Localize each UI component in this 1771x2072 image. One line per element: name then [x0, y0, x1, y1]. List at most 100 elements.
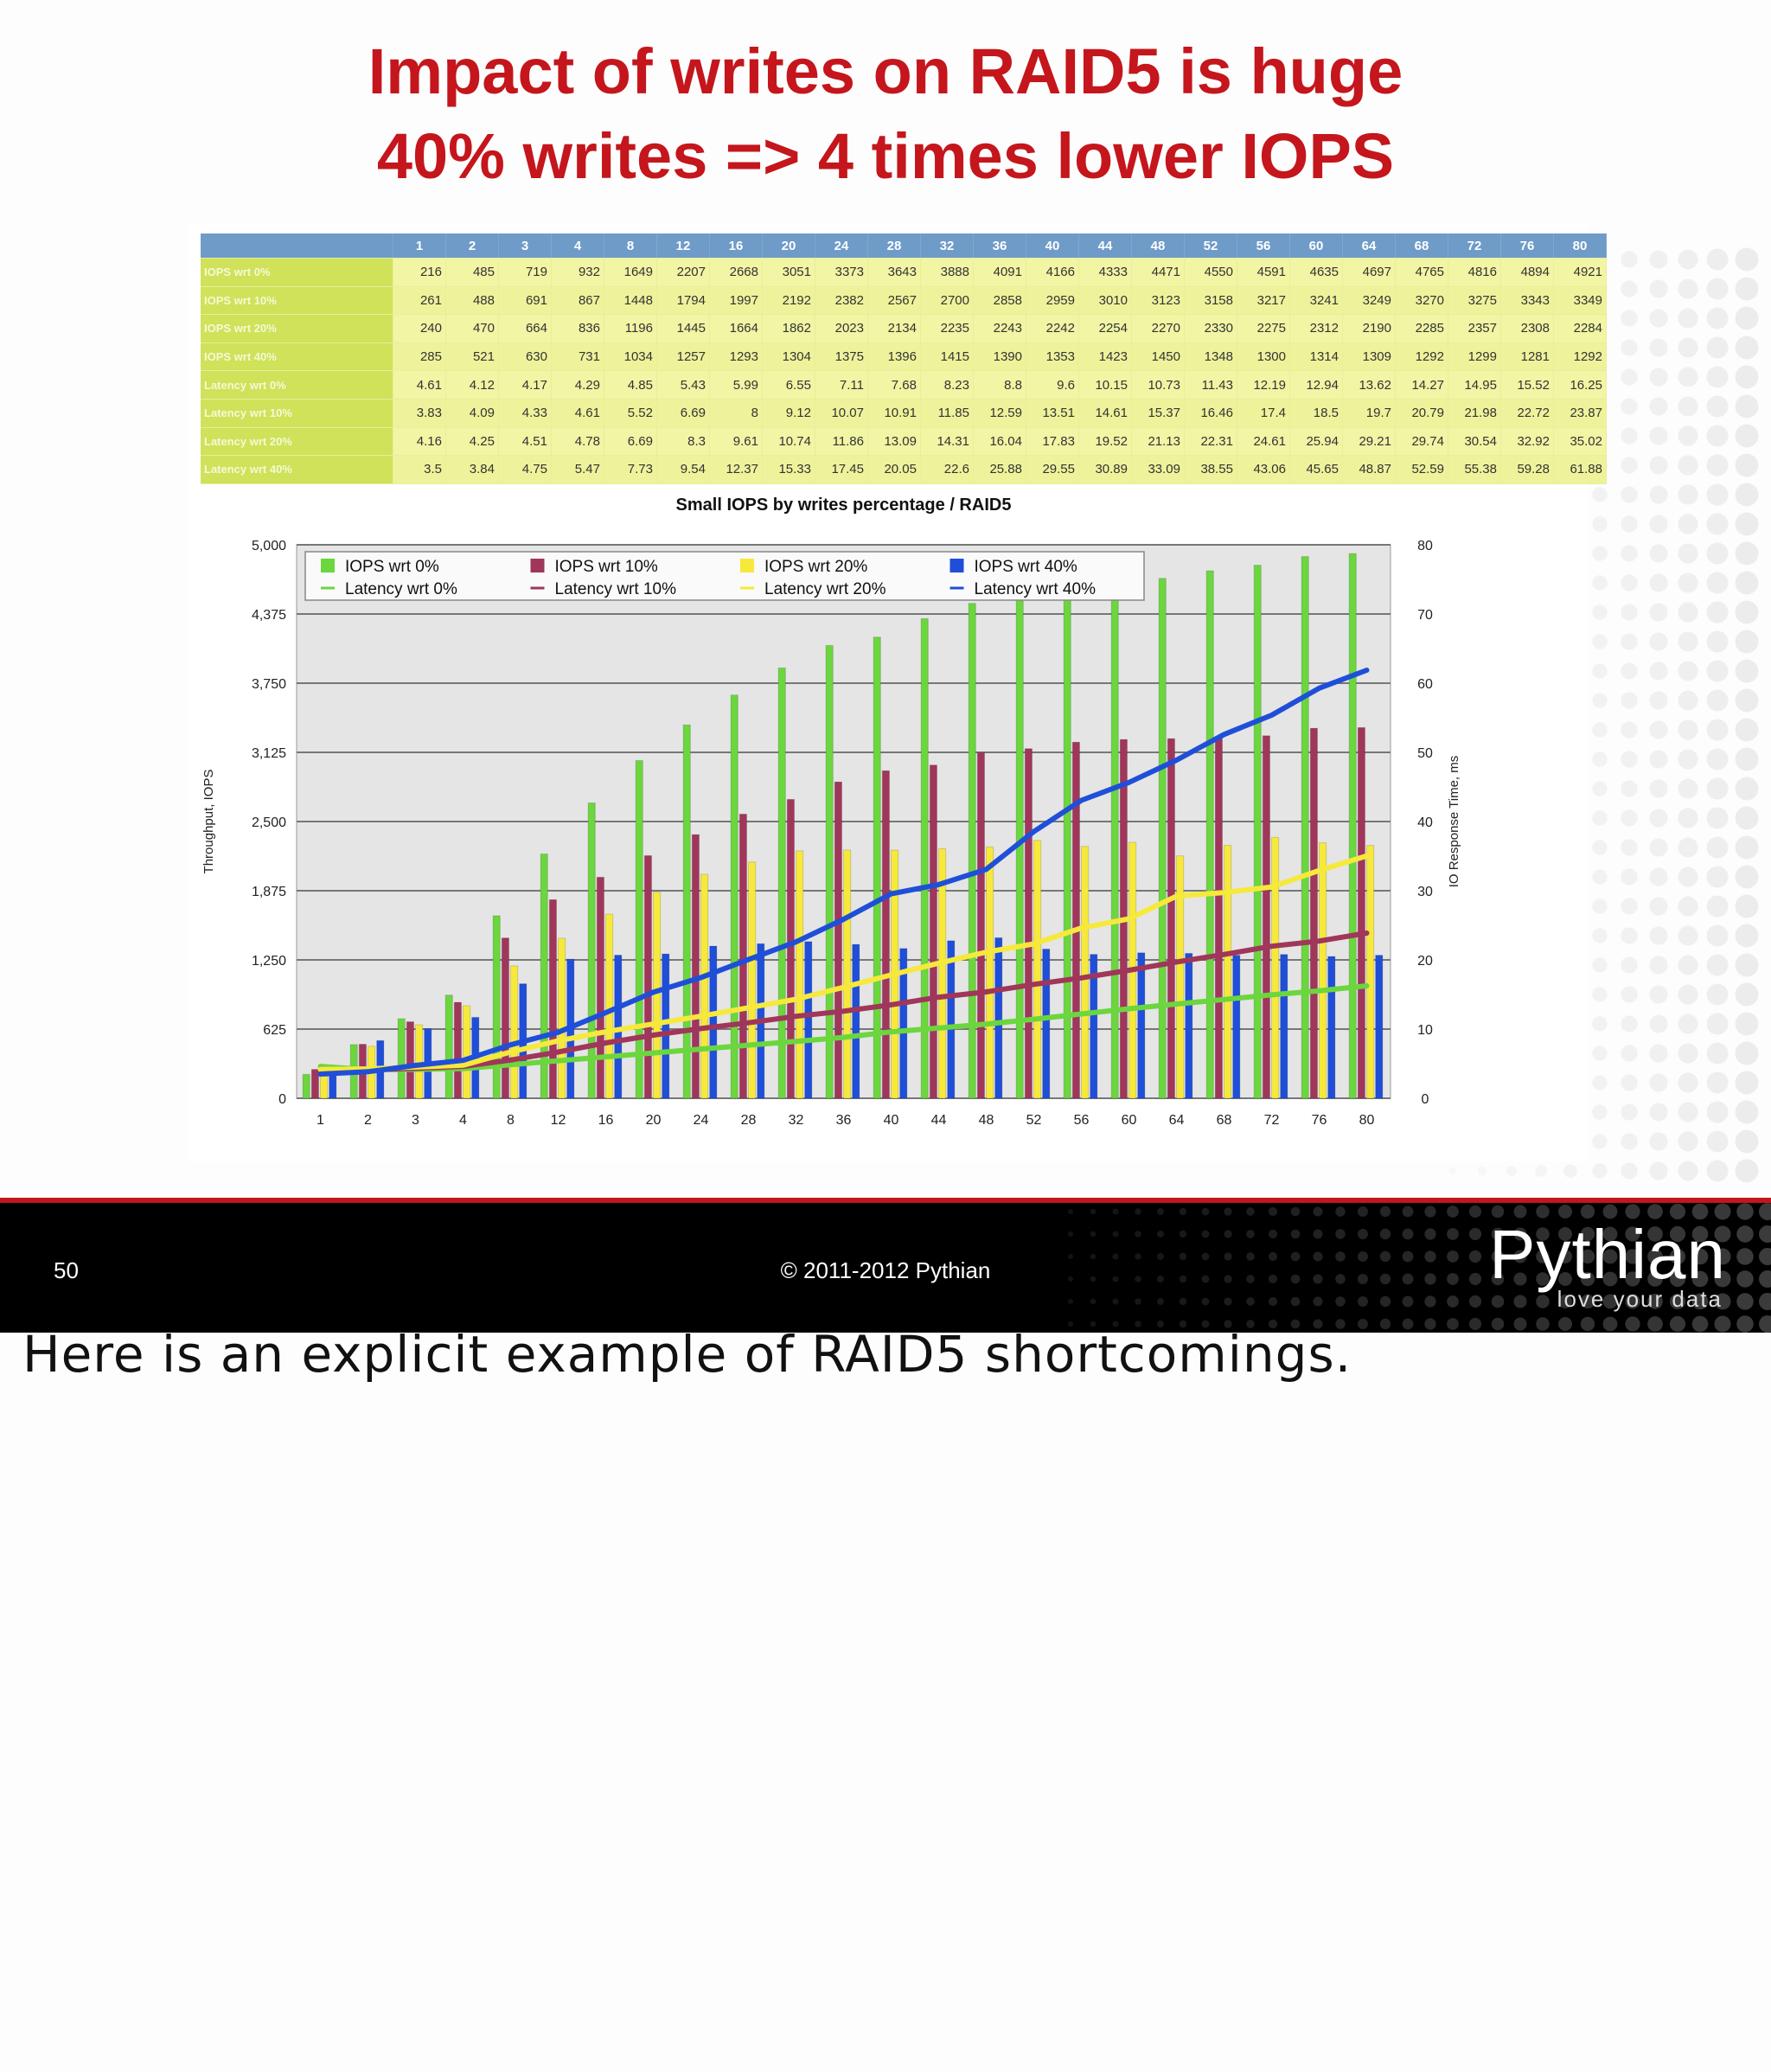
footer-dot [1246, 1297, 1255, 1306]
bar-iops-wrt-10- [406, 1021, 415, 1099]
table-cell: 13.09 [867, 427, 921, 457]
background-dot [1592, 516, 1608, 532]
table-cell: 25.94 [1289, 427, 1343, 457]
background-dot [1735, 306, 1759, 330]
table-cell: 2134 [867, 314, 921, 343]
footer-dot [1135, 1231, 1141, 1237]
y-tick-label: 0 [278, 1092, 286, 1107]
bar-iops-wrt-0- [682, 724, 691, 1099]
footer-dot [1580, 1204, 1595, 1219]
footer-dot [1625, 1271, 1640, 1287]
footer-dot [1424, 1318, 1436, 1330]
background-dot [1735, 277, 1759, 301]
background-dot [1649, 632, 1668, 651]
background-dot [1621, 515, 1638, 533]
footer-dot [1669, 1270, 1686, 1288]
footer-dot [1447, 1250, 1459, 1263]
background-dot [1621, 280, 1638, 297]
background-dot [1649, 544, 1668, 563]
background-dot [1678, 867, 1698, 887]
footer-dot [1536, 1317, 1550, 1331]
bar-iops-wrt-40- [1185, 952, 1193, 1099]
table-cell: 2382 [815, 286, 868, 316]
background-dot [1621, 368, 1638, 386]
table-cell: 719 [498, 258, 552, 287]
footer-dot [1669, 1315, 1686, 1333]
background-dot [1649, 279, 1668, 298]
table-cell: 11.43 [1184, 370, 1237, 400]
bar-iops-wrt-10- [929, 764, 938, 1099]
background-dot [1706, 395, 1729, 418]
background-dot [1649, 1014, 1668, 1033]
footer-dot [1268, 1229, 1278, 1239]
footer-dot [1201, 1207, 1210, 1216]
table-cell: 20.05 [867, 455, 921, 484]
footer-dot [1201, 1230, 1210, 1238]
background-dot [1649, 985, 1668, 1004]
background-dot [1621, 751, 1638, 768]
y2-tick-label: 40 [1417, 815, 1433, 830]
table-cell: 4697 [1342, 258, 1396, 287]
table-row: Latency wrt 0% 4.61 4.12 4.17 4.29 4.85 5.43 5.… [201, 370, 1607, 400]
y2-tick-label: 60 [1417, 677, 1433, 692]
y2-tick-label: 30 [1417, 885, 1433, 899]
footer-dot [1447, 1295, 1459, 1308]
background-dot [1621, 898, 1638, 915]
table-column-header: 68 [1395, 233, 1448, 259]
footer-dot [1736, 1203, 1754, 1220]
bar-iops-wrt-10- [834, 781, 843, 1099]
bar-iops-wrt-40- [662, 953, 670, 1099]
table-row-label: IOPS wrt 40% [201, 342, 393, 372]
bar-iops-wrt-40- [1375, 955, 1384, 1099]
background-dot [1678, 367, 1698, 387]
table-cell: 55.38 [1448, 455, 1501, 484]
table-cell: 10.91 [867, 399, 921, 428]
background-dot [1706, 1071, 1729, 1094]
background-dot [1678, 925, 1698, 946]
footer-dot [1647, 1226, 1663, 1242]
background-dot [1706, 425, 1729, 447]
iops-chart: Small IOPS by writes percentage / RAID5 5… [201, 496, 1461, 1128]
background-dot [1678, 984, 1698, 1005]
footer-dot [1669, 1293, 1686, 1310]
footer-dot [1224, 1230, 1232, 1238]
footer-dot [1669, 1248, 1686, 1265]
background-dot [1592, 487, 1608, 502]
bar-iops-wrt-0- [920, 617, 929, 1099]
footer-dot [1090, 1253, 1096, 1260]
background-dot [1735, 1041, 1759, 1065]
table-column-header: 16 [709, 233, 763, 259]
footer-dot [1491, 1295, 1505, 1308]
bar-iops-wrt-10- [1214, 735, 1224, 1099]
background-dot [1735, 777, 1759, 801]
background-dot [1678, 1043, 1698, 1064]
bar-iops-wrt-10- [310, 1069, 320, 1099]
footer-dot [1669, 1203, 1686, 1220]
y2-axis-label: IO Response Time, ms [1447, 756, 1461, 888]
footer-dot [1536, 1250, 1550, 1263]
table-cell: 6.55 [762, 370, 815, 400]
legend-entry: Latency wrt 10% [555, 580, 677, 598]
table-cell: 2308 [1500, 314, 1554, 343]
table-cell: 6.69 [656, 399, 710, 428]
background-dot [1621, 310, 1638, 327]
footer-dot [1736, 1248, 1754, 1265]
table-cell: 4.33 [498, 399, 552, 428]
background-dot [1735, 865, 1759, 889]
footer-dot [1112, 1253, 1119, 1260]
bar-iops-wrt-0- [635, 759, 643, 1099]
table-cell: 14.31 [920, 427, 974, 457]
background-dot [1735, 953, 1759, 977]
footer-dot [1580, 1271, 1595, 1287]
brand-logo: Pythian love your data [1489, 1218, 1726, 1313]
footer-dot [1402, 1318, 1414, 1330]
background-dot [1592, 575, 1608, 591]
footer-dot [1157, 1231, 1164, 1237]
background-dot [1678, 1014, 1698, 1034]
table-row-label: Latency wrt 10% [201, 399, 393, 428]
table-cell: 4816 [1448, 258, 1501, 287]
bar-iops-wrt-0- [444, 994, 453, 1099]
footer-dot [1714, 1315, 1731, 1333]
table-cell: 21.13 [1131, 427, 1185, 457]
x-tick-label: 16 [598, 1113, 614, 1128]
